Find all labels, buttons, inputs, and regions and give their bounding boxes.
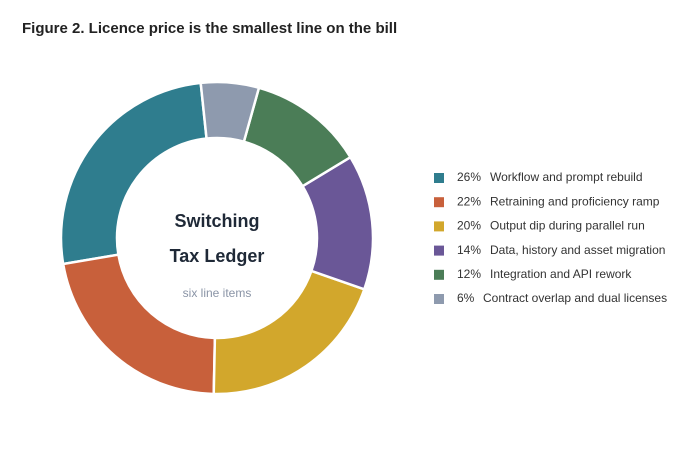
legend-value: 12%: [457, 267, 481, 281]
legend-value: 22%: [457, 194, 481, 208]
legend-label: Data, history and asset migration: [490, 243, 665, 257]
legend-swatch: [434, 294, 444, 304]
center-title: Tax Ledger: [170, 246, 265, 266]
legend-label: Output dip during parallel run: [490, 219, 645, 233]
donut-slice: [61, 253, 217, 396]
donut-slice: [59, 81, 208, 266]
center-subtitle: six line items: [183, 286, 252, 300]
legend-swatch: [434, 197, 444, 208]
legend-value: 20%: [457, 219, 481, 233]
legend-label: Retraining and proficiency ramp: [490, 194, 660, 208]
legend-swatch: [434, 221, 444, 232]
legend-swatch: [434, 269, 444, 280]
legend-swatch: [434, 173, 444, 183]
center-title: Switching: [175, 211, 260, 231]
legend-value: 6%: [457, 291, 475, 305]
donut-slice: [199, 80, 261, 144]
legend-label: Contract overlap and dual licenses: [483, 291, 667, 305]
legend-value: 26%: [457, 170, 481, 184]
legend-swatch: [434, 245, 444, 256]
legend-label: Workflow and prompt rebuild: [490, 170, 643, 184]
legend-value: 14%: [457, 243, 481, 257]
chart-title: Figure 2. Licence price is the smallest …: [22, 20, 397, 37]
legend-label: Integration and API rework: [490, 267, 632, 281]
